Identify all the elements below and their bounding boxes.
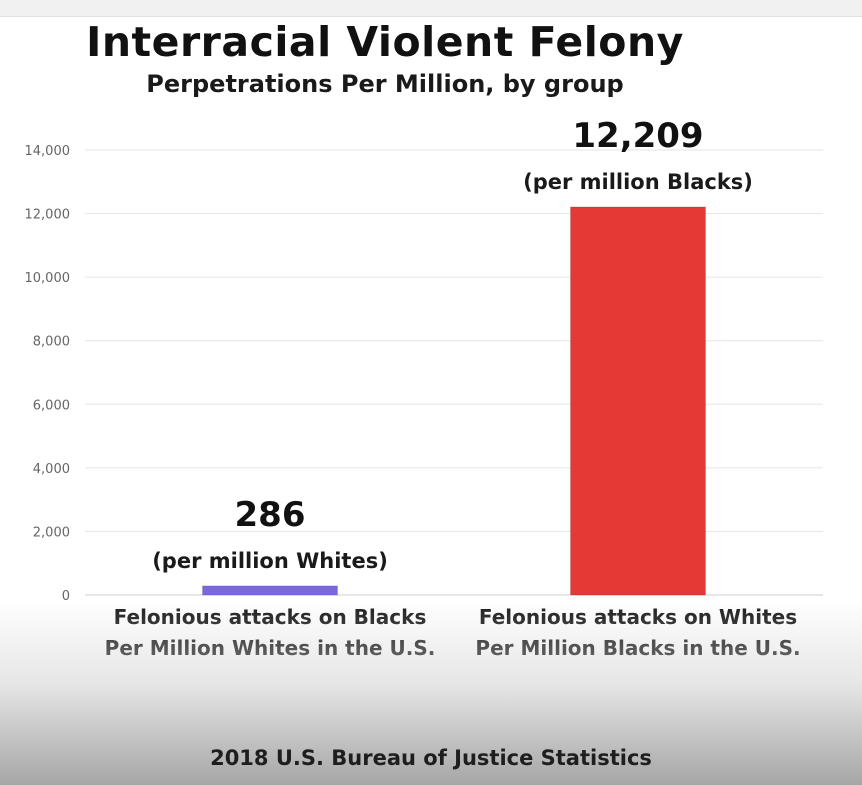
bar-value-label: 286 — [235, 495, 306, 535]
y-tick-label: 10,000 — [25, 271, 71, 286]
y-tick-label: 0 — [62, 589, 70, 604]
y-tick-label: 12,000 — [25, 208, 71, 223]
bar — [570, 206, 706, 596]
chart-subtitle: Perpetrations Per Million, by group — [146, 70, 624, 98]
y-tick-label: 4,000 — [33, 462, 70, 477]
top-strip — [0, 0, 862, 17]
y-tick-label: 6,000 — [33, 398, 70, 413]
bar — [202, 585, 338, 596]
bar-value-sublabel: (per million Whites) — [152, 549, 388, 573]
y-tick-label: 8,000 — [33, 335, 70, 350]
y-tick-label: 2,000 — [33, 525, 70, 540]
source-caption: 2018 U.S. Bureau of Justice Statistics — [210, 746, 652, 770]
bar-value-label: 12,209 — [572, 116, 703, 156]
bar-value-sublabel: (per million Blacks) — [523, 170, 753, 194]
y-tick-label: 14,000 — [25, 144, 71, 159]
chart-title: Interracial Violent Felony — [86, 18, 684, 66]
bottom-gradient-overlay — [0, 600, 862, 785]
